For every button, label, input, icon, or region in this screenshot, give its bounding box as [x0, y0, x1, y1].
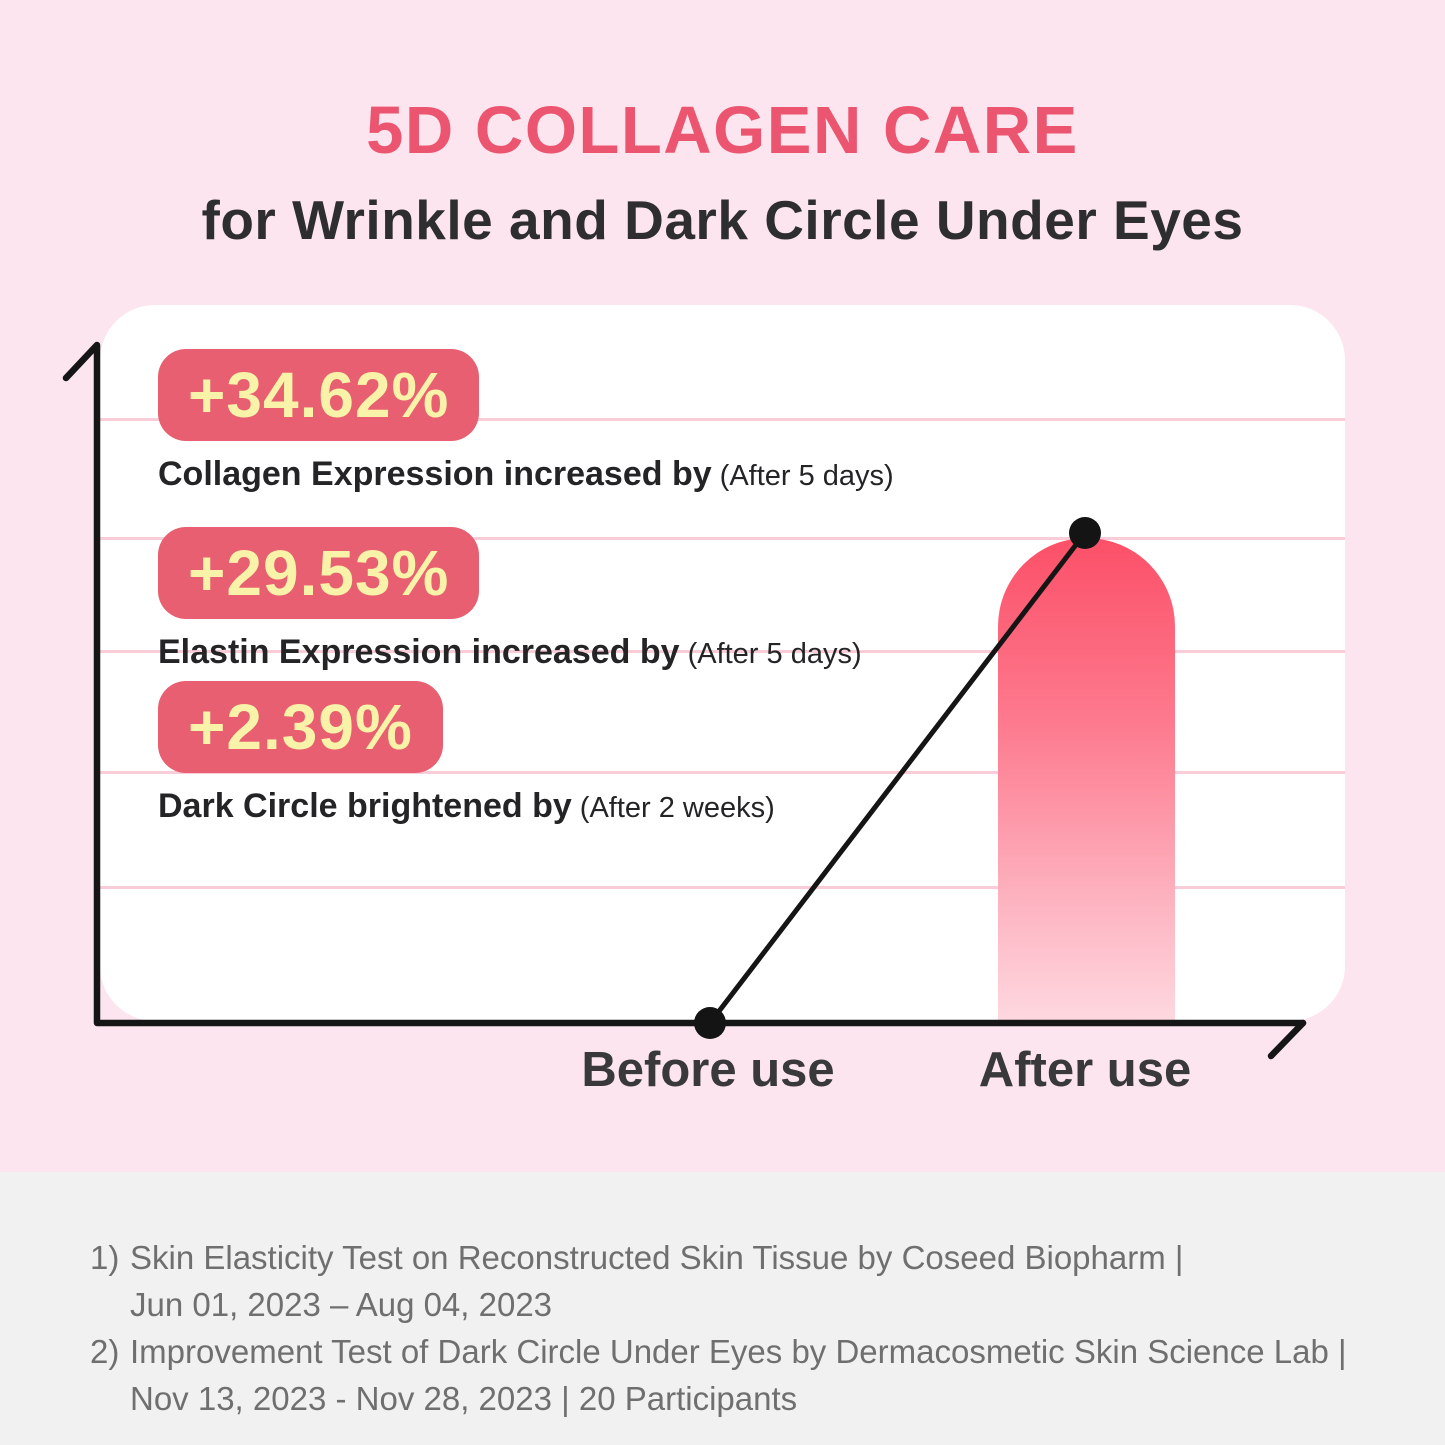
- footnote-line: Nov 13, 2023 - Nov 28, 2023 | 20 Partici…: [130, 1380, 798, 1417]
- stat-value-badge: +2.39%: [158, 681, 443, 773]
- stat-collagen: +34.62% Collagen Expression increased by…: [158, 349, 894, 494]
- stat-elastin: +29.53% Elastin Expression increased by(…: [158, 527, 862, 672]
- stat-label-text: Collagen Expression increased by: [158, 455, 712, 493]
- footnote-marker: 2): [90, 1333, 120, 1370]
- stat-label: Collagen Expression increased by (After 5…: [158, 455, 894, 494]
- stat-label-text: Elastin Expression increased by: [158, 633, 680, 671]
- x-axis-arrow: [1267, 1019, 1307, 1060]
- stat-value: +34.62%: [188, 359, 450, 431]
- footnotes: 1) Skin Elasticity Test on Reconstructed…: [90, 1234, 1420, 1422]
- stat-label-text: Dark Circle brightened by: [158, 787, 572, 825]
- footnote-line: Skin Elasticity Test on Reconstructed Sk…: [130, 1239, 1184, 1276]
- footnote-text: Skin Elasticity Test on Reconstructed Sk…: [130, 1234, 1420, 1328]
- footnote-1: 1) Skin Elasticity Test on Reconstructed…: [90, 1234, 1420, 1328]
- x-axis-label-after-use: After use: [978, 1043, 1192, 1097]
- x-axis-label-before-use: Before use: [581, 1043, 835, 1097]
- stat-value-badge: +29.53%: [158, 527, 480, 619]
- footnote-2: 2) Improvement Test of Dark Circle Under…: [90, 1328, 1420, 1422]
- stat-label: Dark Circle brightened by (After 2 weeks): [158, 787, 775, 826]
- stat-value: +29.53%: [188, 537, 450, 609]
- page-title: 5D COLLAGEN CARE: [366, 93, 1079, 168]
- stat-dark-circle: +2.39% Dark Circle brightened by (After 2…: [158, 681, 775, 826]
- stat-label: Elastin Expression increased by (After 5 …: [158, 633, 862, 672]
- footnote-line: Improvement Test of Dark Circle Under Ey…: [130, 1333, 1347, 1370]
- footer-band: [0, 1172, 1445, 1445]
- page-subtitle: for Wrinkle and Dark Circle Under Eyes: [201, 189, 1244, 251]
- after-use-gradient-bar: [998, 538, 1175, 1021]
- stat-label-note: (After 5 days): [719, 460, 894, 492]
- stat-value: +2.39%: [188, 691, 413, 763]
- footnote-text: Improvement Test of Dark Circle Under Ey…: [130, 1328, 1420, 1422]
- footnote-line: Jun 01, 2023 – Aug 04, 2023: [130, 1286, 553, 1323]
- stat-label-note: (After 2 weeks): [579, 792, 775, 824]
- footnote-marker: 1): [90, 1239, 120, 1276]
- stat-label-note: (After 5 days): [687, 638, 862, 670]
- stat-value-badge: +34.62%: [158, 349, 480, 441]
